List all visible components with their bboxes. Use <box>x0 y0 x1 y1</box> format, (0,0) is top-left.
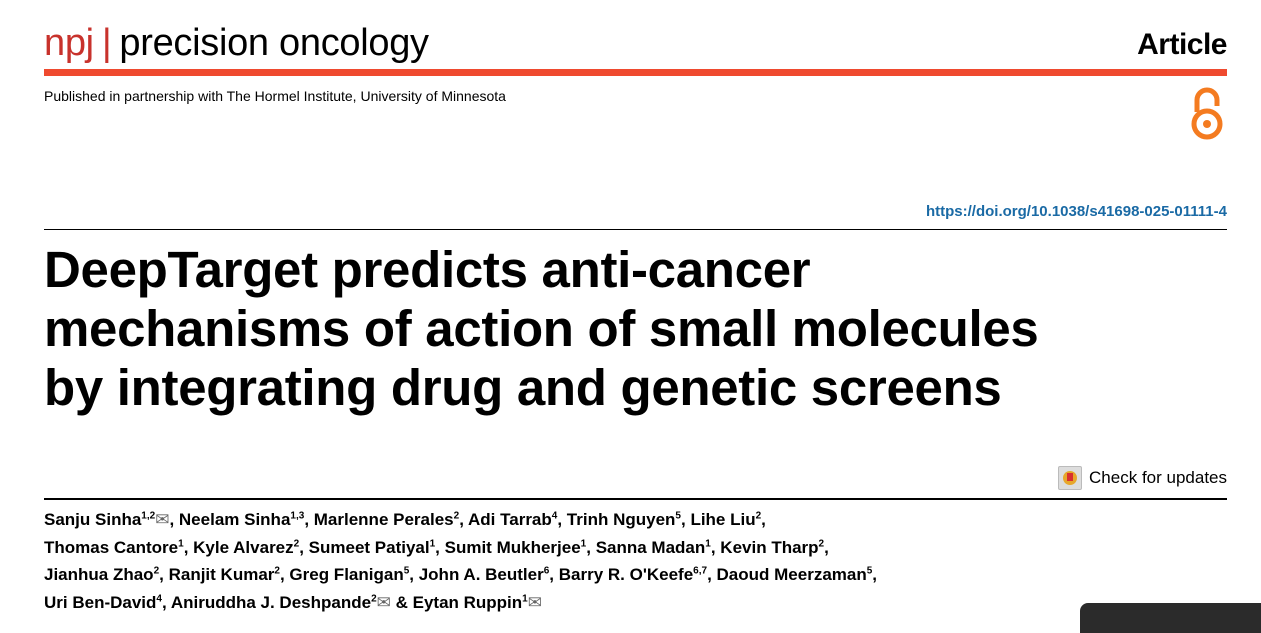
check-for-updates-button[interactable]: Check for updates <box>1058 466 1227 490</box>
author-name[interactable]: Ranjit Kumar <box>168 565 275 584</box>
divider <box>44 498 1227 500</box>
author-name[interactable]: Greg Flanigan <box>289 565 404 584</box>
author-affiliation: 5 <box>866 565 873 577</box>
author-affiliation: 1 <box>705 537 711 549</box>
open-access-icon <box>1188 86 1226 147</box>
author-name[interactable]: Kevin Tharp <box>720 537 819 557</box>
author-affiliation: 6,7 <box>693 565 708 577</box>
article-type: Article <box>1137 28 1227 61</box>
author-name[interactable]: Aniruddha J. Deshpande <box>170 592 372 612</box>
author-name[interactable]: Sanju Sinha <box>44 510 142 529</box>
author-affiliation: 2 <box>153 565 160 577</box>
journal-logo[interactable]: npj | precision oncology <box>44 22 429 64</box>
author-name[interactable]: Uri Ben-David <box>44 592 157 612</box>
author-name[interactable]: Sanna Madan <box>595 537 706 557</box>
author-affiliation: 2 <box>453 510 460 522</box>
article-title: DeepTarget predicts anti-cancer mechanis… <box>44 240 1244 417</box>
title-line: by integrating drug and genetic screens <box>44 359 1002 416</box>
author-name[interactable]: Barry R. O'Keefe <box>558 565 694 584</box>
partner-text: Published in partnership with The Hormel… <box>44 88 506 104</box>
journal-prefix: npj <box>44 22 94 64</box>
author-name[interactable]: Thomas Cantore <box>44 537 179 557</box>
author-name[interactable]: Neelam Sinha <box>178 510 291 529</box>
author-name[interactable]: Eytan Ruppin <box>412 592 523 612</box>
email-icon[interactable]: ✉ <box>527 592 542 612</box>
author-name[interactable]: Adi Tarrab <box>468 510 552 529</box>
check-updates-label: Check for updates <box>1089 468 1227 487</box>
author-name[interactable]: Trinh Nguyen <box>566 510 676 529</box>
author-affiliation: 2 <box>274 565 280 577</box>
author-affiliation: 2 <box>371 592 377 604</box>
author-affiliation: 5 <box>403 565 410 577</box>
divider <box>44 229 1227 230</box>
author-affiliation: 4 <box>551 510 558 522</box>
author-name[interactable]: Lihe Liu <box>690 510 756 529</box>
email-icon[interactable]: ✉ <box>376 592 391 612</box>
email-icon[interactable]: ✉ <box>155 510 170 529</box>
author-affiliation: 2 <box>293 537 300 549</box>
author-affiliation: 5 <box>675 510 681 522</box>
doi-link[interactable]: https://doi.org/10.1038/s41698-025-01111… <box>925 203 1227 220</box>
author-affiliation: 1 <box>429 537 436 549</box>
author-name[interactable]: Kyle Alvarez <box>193 537 294 557</box>
author-affiliation: 1 <box>522 592 528 604</box>
author-affiliation: 2 <box>755 510 762 522</box>
crossmark-icon <box>1058 466 1083 490</box>
author-affiliation: 4 <box>156 592 162 604</box>
author-affiliation: 1 <box>178 537 184 549</box>
author-name[interactable]: John A. Beutler <box>418 565 544 584</box>
author-list: Sanju Sinha1,2✉, Neelam Sinha1,3, Marlen… <box>44 510 878 612</box>
author-name[interactable]: Marlenne Perales <box>313 510 454 529</box>
author-affiliation: 2 <box>818 537 825 549</box>
author-name[interactable]: Sumeet Patiyal <box>308 537 430 557</box>
title-line: DeepTarget predicts anti-cancer <box>44 241 811 298</box>
header-divider <box>44 69 1227 76</box>
author-affiliation: 6 <box>543 565 550 577</box>
title-line: mechanisms of action of small molecules <box>44 300 1039 357</box>
overlay-panel <box>1080 603 1261 633</box>
author-affiliation: 1,3 <box>290 510 305 522</box>
author-affiliation: 1,2 <box>141 510 156 522</box>
author-affiliation: 1 <box>580 537 587 549</box>
author-name[interactable]: Daoud Meerzaman <box>716 565 867 584</box>
author-name[interactable]: Sumit Mukherjee <box>444 537 581 557</box>
author-name[interactable]: Jianhua Zhao <box>44 565 154 584</box>
journal-name: precision oncology <box>119 22 429 64</box>
